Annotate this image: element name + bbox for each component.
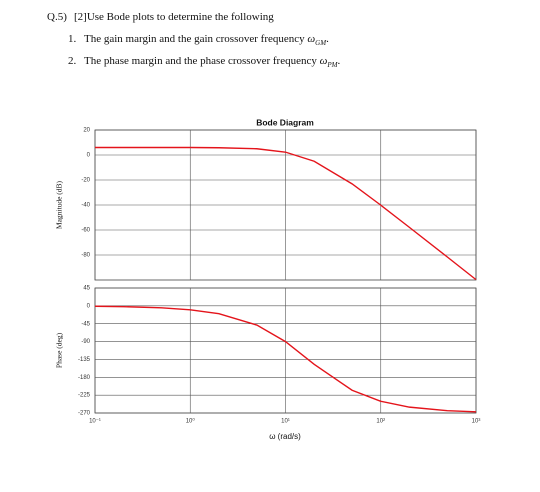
- response-line: [94, 305, 477, 413]
- chart-title: Bode Diagram: [256, 117, 314, 127]
- item: The gain margin and the gain crossover f…: [84, 33, 329, 47]
- y-tick-label: -135: [78, 357, 91, 363]
- x-tick-label: 10²: [376, 419, 385, 425]
- y-tick-label: 0: [87, 153, 91, 159]
- y-tick-label: -270: [78, 411, 91, 417]
- y-tick-label: 20: [83, 128, 90, 134]
- item-number: 2.: [68, 55, 77, 67]
- punctuation: .: [326, 33, 329, 45]
- question-text: [2]Use Bode plots to determine the follo…: [74, 11, 274, 23]
- x-axis-label: ω (rad/s): [269, 432, 301, 441]
- y-tick-label: -40: [81, 203, 90, 209]
- y-tick-label: 0: [87, 303, 91, 309]
- item-text: The gain margin and the gain crossover f…: [84, 33, 305, 45]
- x-tick-label: 10³: [472, 419, 481, 425]
- y-tick-label: -80: [81, 253, 90, 259]
- y-tick-label: -45: [81, 321, 90, 327]
- punctuation: .: [337, 55, 341, 67]
- subscript: GM: [315, 39, 327, 48]
- y-tick-label: -180: [78, 375, 91, 381]
- response-line: [95, 146, 477, 281]
- question-number: Q.5): [47, 11, 67, 23]
- x-tick-label: 10⁰: [186, 418, 196, 425]
- y-tick-label: -20: [81, 178, 90, 184]
- item-text: The phase margin and the phase crossover…: [84, 55, 317, 67]
- y-axis-label: Magnitude (dB): [55, 180, 64, 229]
- x-tick-label: 10⁻¹: [89, 419, 101, 425]
- y-tick-label: -60: [81, 228, 90, 234]
- y-axis-label: Phase (deg): [55, 332, 64, 368]
- symbol: ω: [307, 33, 316, 45]
- symbol: ω: [319, 55, 328, 67]
- y-tick-label: 45: [83, 286, 90, 292]
- y-tick-label: -225: [78, 393, 91, 399]
- x-tick-label: 10¹: [281, 419, 290, 425]
- subscript: PM: [327, 61, 338, 70]
- y-tick-label: -90: [81, 339, 90, 345]
- item-number: 1.: [68, 33, 77, 45]
- item: The phase margin and the phase crossover…: [84, 55, 340, 69]
